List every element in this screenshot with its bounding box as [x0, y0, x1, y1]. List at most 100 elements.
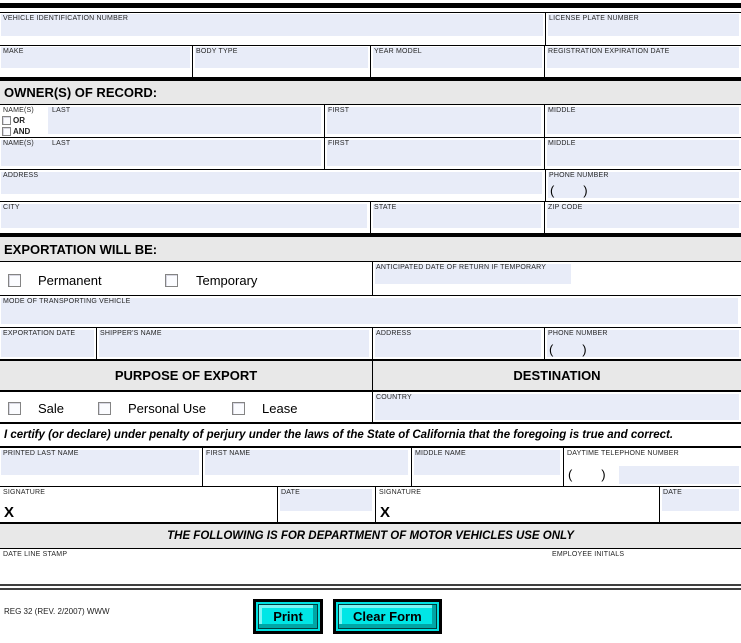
year-model-label: YEAR MODEL	[374, 48, 422, 55]
certification-statement: I certify (or declare) under penalty of …	[4, 429, 674, 441]
or-checkbox[interactable]	[2, 116, 11, 125]
state-input-field[interactable]	[373, 204, 541, 228]
phone-parens: ( )	[549, 342, 587, 357]
anticipated-return-label: ANTICIPATED DATE OF RETURN IF TEMPORARY	[376, 264, 547, 271]
personal-use-checkbox[interactable]	[98, 402, 111, 415]
owner2-last-cell: NAME(S) LAST	[0, 138, 325, 169]
license-plate-input-field[interactable]	[548, 14, 739, 36]
make-label: MAKE	[3, 48, 24, 55]
footer: REG 32 (REV. 2/2007) WWW Print Clear For…	[0, 599, 741, 639]
phone-parens: ( )	[568, 467, 606, 482]
sale-checkbox[interactable]	[8, 402, 21, 415]
shipper-address-input-field[interactable]	[375, 330, 541, 357]
destination-header-cell: DESTINATION	[373, 361, 741, 390]
owner1-middle-input-field[interactable]	[547, 107, 739, 134]
city-label: CITY	[3, 204, 20, 211]
purpose-header-cell: PURPOSE OF EXPORT	[0, 361, 373, 390]
state-cell: STATE	[371, 202, 545, 233]
row-owner-name-1: NAME(S) LAST OR AND FIRST MIDDLE	[0, 105, 741, 138]
zip-input-field[interactable]	[547, 204, 739, 228]
owners-header: OWNER(S) OF RECORD:	[0, 79, 741, 105]
license-plate-label: LICENSE PLATE NUMBER	[549, 15, 639, 22]
city-input-field[interactable]	[1, 204, 367, 228]
date-line-stamp-label: DATE LINE STAMP	[3, 551, 68, 558]
anticipated-return-input-field[interactable]	[375, 264, 571, 284]
vin-label: VEHICLE IDENTIFICATION NUMBER	[3, 15, 129, 22]
country-input-field[interactable]	[375, 394, 739, 420]
exportation-header-label: EXPORTATION WILL BE:	[4, 241, 158, 257]
first-name-cell: FIRST NAME	[203, 448, 412, 486]
shipper-phone-input-field[interactable]	[547, 330, 739, 357]
row-date-line-stamp: DATE LINE STAMP EMPLOYEE INITIALS	[0, 549, 741, 584]
signature-x: X	[4, 504, 15, 521]
year-model-input-field[interactable]	[373, 47, 542, 68]
row-owner-name-2: NAME(S) LAST FIRST MIDDLE	[0, 138, 741, 170]
exportation-date-label: EXPORTATION DATE	[3, 330, 76, 337]
lease-label: Lease	[262, 401, 298, 416]
temporary-checkbox[interactable]	[165, 274, 178, 287]
state-label: STATE	[374, 204, 397, 211]
signature-label: SIGNATURE	[3, 489, 46, 496]
personal-use-label: Personal Use	[128, 401, 207, 416]
zip-cell: ZIP CODE	[545, 202, 741, 233]
owner1-first-cell: FIRST	[325, 105, 545, 137]
or-label: OR	[13, 116, 25, 125]
owner1-last-input-field[interactable]	[48, 107, 321, 134]
signature1-cell[interactable]: SIGNATURE X	[0, 487, 278, 522]
date2-input-field[interactable]	[662, 489, 739, 511]
owner1-first-input-field[interactable]	[327, 107, 541, 134]
daytime-phone-input-field[interactable]	[619, 466, 739, 484]
owner-phone-cell: PHONE NUMBER ( )	[546, 170, 741, 201]
make-input-field[interactable]	[1, 47, 190, 68]
date-line-stamp-cell: DATE LINE STAMP EMPLOYEE INITIALS	[0, 549, 741, 584]
city-cell: CITY	[0, 202, 371, 233]
owner2-last-input-field[interactable]	[1, 140, 321, 166]
owner1-middle-cell: MIDDLE	[545, 105, 741, 137]
permanence-cell: Permanent Temporary	[0, 262, 373, 295]
names-label: NAME(S)	[3, 140, 34, 147]
clear-form-button[interactable]: Clear Form	[333, 599, 442, 634]
printed-last-name-label: PRINTED LAST NAME	[3, 450, 79, 457]
form-rev-number: REG 32 (REV. 2/2007) WWW	[4, 607, 110, 616]
reg-exp-input-field[interactable]	[547, 47, 739, 68]
dmv-use-only-label: THE FOLLOWING IS FOR DEPARTMENT OF MOTOR…	[167, 530, 574, 542]
owner-address-input-field[interactable]	[1, 172, 542, 194]
country-cell: COUNTRY	[373, 392, 741, 422]
exportation-date-input-field[interactable]	[1, 330, 94, 357]
permanent-checkbox[interactable]	[8, 274, 21, 287]
last-label: LAST	[52, 140, 71, 147]
owner2-first-input-field[interactable]	[327, 140, 541, 166]
print-button[interactable]: Print	[253, 599, 323, 634]
anticipated-return-cell: ANTICIPATED DATE OF RETURN IF TEMPORARY	[373, 262, 741, 295]
owner-phone-input-field[interactable]	[548, 172, 739, 198]
button-group: Print Clear Form	[253, 599, 442, 634]
phone-parens: ( )	[550, 183, 588, 198]
row-permanent: Permanent Temporary ANTICIPATED DATE OF …	[0, 262, 741, 296]
shipper-name-input-field[interactable]	[99, 330, 369, 357]
and-checkbox[interactable]	[2, 127, 11, 136]
date-label: DATE	[663, 489, 682, 496]
clear-form-button-face: Clear Form	[338, 604, 437, 629]
printed-last-name-input-field[interactable]	[1, 450, 199, 475]
reg-exp-cell: REGISTRATION EXPIRATION DATE	[545, 46, 741, 77]
vin-input-field[interactable]	[1, 14, 543, 36]
date-label: DATE	[281, 489, 300, 496]
owners-header-label: OWNER(S) OF RECORD:	[4, 85, 158, 100]
purpose-header-label: PURPOSE OF EXPORT	[114, 368, 258, 383]
first-name-input-field[interactable]	[205, 450, 408, 475]
row-signatures: SIGNATURE X DATE SIGNATURE X DATE	[0, 487, 741, 523]
owner-address-cell: ADDRESS	[0, 170, 546, 201]
middle-name-label: MIDDLE NAME	[415, 450, 466, 457]
shipper-address-label: ADDRESS	[376, 330, 412, 337]
names-label: NAME(S)	[3, 107, 34, 114]
mode-input-field[interactable]	[1, 298, 738, 324]
lease-checkbox[interactable]	[232, 402, 245, 415]
signature2-cell[interactable]: SIGNATURE X	[376, 487, 660, 522]
signature-label: SIGNATURE	[379, 489, 422, 496]
middle-name-input-field[interactable]	[414, 450, 560, 475]
vin-cell: VEHICLE IDENTIFICATION NUMBER	[0, 13, 546, 45]
date1-input-field[interactable]	[280, 489, 372, 511]
body-type-input-field[interactable]	[195, 47, 368, 68]
shipper-phone-cell: PHONE NUMBER ( )	[545, 328, 741, 359]
owner2-middle-input-field[interactable]	[547, 140, 739, 166]
